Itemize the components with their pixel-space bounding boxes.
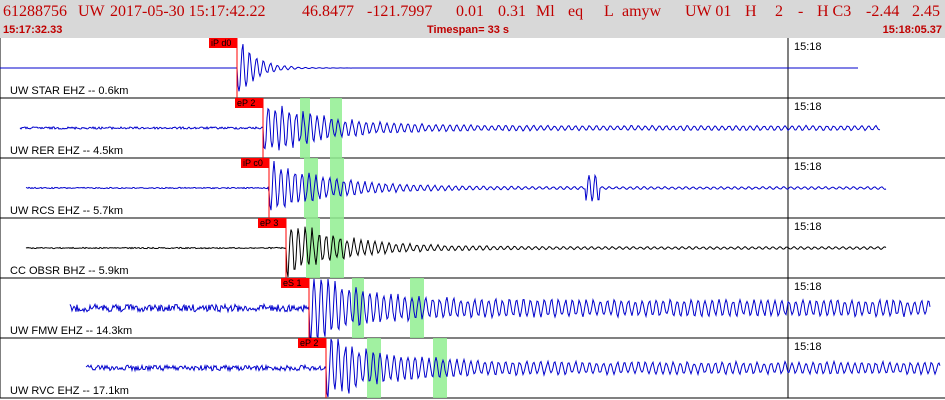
- event-num1: 2: [775, 3, 783, 20]
- station-label: UW RER EHZ -- 4.5km: [10, 145, 123, 157]
- waveform-trace: [25, 226, 887, 278]
- event-datetime: 2017-05-30 15:17:42.22: [110, 3, 266, 20]
- event-class: H C3: [817, 3, 852, 20]
- event-value-2: 2.45: [912, 3, 940, 20]
- pick-label: eP 3: [260, 218, 278, 228]
- event-depth: 0.01: [456, 3, 484, 20]
- event-header: 61288756 UW 2017-05-30 15:17:42.22 46.84…: [0, 0, 945, 38]
- pick-window: [330, 218, 344, 278]
- station-label: CC OBSR BHZ -- 5.9km: [10, 265, 129, 277]
- pick-flag: [209, 38, 237, 48]
- event-analyst: amyw: [622, 3, 662, 20]
- event-summary-line: 61288756 UW 2017-05-30 15:17:42.22 46.84…: [0, 2, 945, 22]
- window-timespan: Timespan= 33 s: [427, 24, 510, 36]
- event-type: eq: [568, 3, 584, 20]
- event-quality: H: [745, 3, 757, 20]
- station-label: UW RCS EHZ -- 5.7km: [10, 205, 123, 217]
- event-value-1: -2.44: [866, 3, 900, 20]
- event-dash: -: [798, 3, 804, 20]
- pick-label: eS 1: [283, 278, 302, 288]
- pick-window: [433, 338, 447, 398]
- waveform-trace: [25, 160, 887, 211]
- minute-tick-label: 15:18: [794, 101, 822, 113]
- seismogram-plot[interactable]: 15:18 iP d0 UW STAR EHZ -- 0.6km 15:18 eP 2 U…: [0, 38, 945, 400]
- minute-tick-label: 15:18: [794, 341, 822, 353]
- pick-label: iP c0: [243, 158, 263, 168]
- minute-tick-label: 15:18: [794, 281, 822, 293]
- event-source: UW 01: [685, 3, 732, 20]
- pick-label: eP 2: [237, 98, 255, 108]
- minute-tick-label: 15:18: [794, 221, 822, 233]
- window-start-time: 15:17:32.33: [3, 24, 63, 36]
- pick-window: [330, 158, 344, 218]
- event-network: UW: [78, 3, 105, 20]
- waveform-trace: [0, 44, 858, 92]
- event-latitude: 46.8477: [302, 3, 354, 20]
- event-magnitude-type: Ml: [536, 3, 555, 20]
- event-flag: L: [604, 3, 614, 20]
- minute-tick-label: 15:18: [794, 161, 822, 173]
- pick-flag: [258, 218, 286, 228]
- pick-flag: [235, 98, 263, 108]
- station-label: UW STAR EHZ -- 0.6km: [10, 85, 128, 97]
- waveform-trace: [69, 278, 931, 338]
- pick-flag: [281, 278, 309, 288]
- station-label: UW RVC EHZ -- 17.1km: [10, 385, 129, 397]
- pick-flag: [241, 158, 269, 168]
- pick-window: [367, 338, 381, 398]
- event-id: 61288756: [3, 3, 67, 20]
- pick-flag: [298, 338, 326, 348]
- waveform-trace: [19, 105, 881, 151]
- minute-tick-label: 15:18: [794, 41, 822, 53]
- event-longitude: -121.7997: [367, 3, 433, 20]
- station-label: UW FMW EHZ -- 14.3km: [10, 325, 132, 337]
- pick-label: iP d0: [211, 38, 231, 48]
- pick-label: eP 2: [300, 338, 318, 348]
- waveform-trace: [85, 338, 941, 398]
- window-end-time: 15:18:05.37: [882, 24, 942, 36]
- event-magnitude: 0.31: [498, 3, 526, 20]
